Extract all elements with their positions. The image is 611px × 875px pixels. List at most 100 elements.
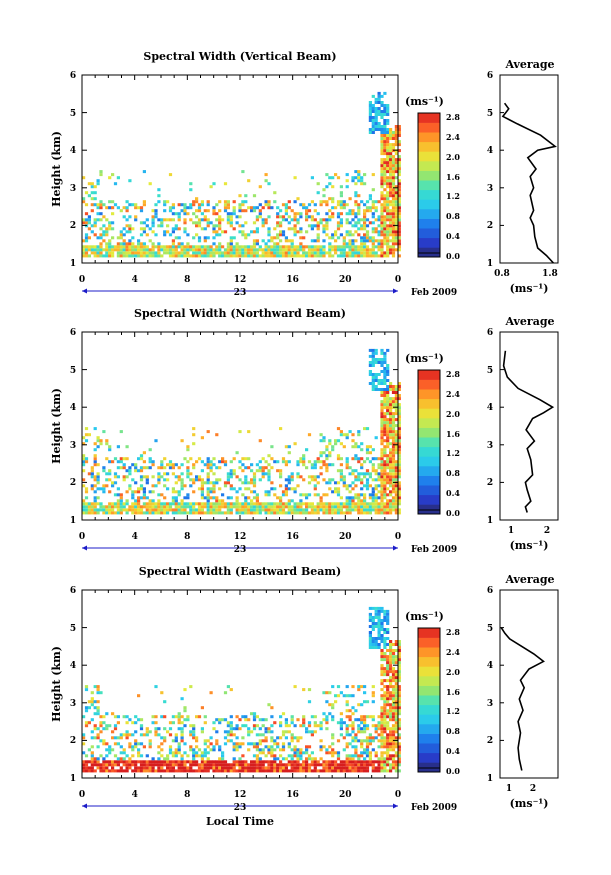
heatmap-cell xyxy=(281,457,286,461)
heatmap-cell xyxy=(206,457,210,461)
heatmap-cell xyxy=(365,727,370,731)
heatmap-cell xyxy=(229,721,233,725)
heatmap-cell xyxy=(287,724,291,728)
heatmap-cell xyxy=(96,475,100,479)
heatmap-cell xyxy=(209,469,213,473)
heatmap-cell xyxy=(360,251,364,255)
heatmap-cell xyxy=(383,475,387,479)
x-tick-label: 0 xyxy=(79,532,85,542)
heatmap-cell xyxy=(139,248,144,252)
heatmap-cell xyxy=(313,239,317,243)
heatmap-cell xyxy=(357,245,361,249)
heatmap-cell xyxy=(354,496,358,500)
heatmap-cell xyxy=(108,206,112,210)
heatmap-cell xyxy=(391,643,396,646)
heatmap-cell xyxy=(255,469,259,473)
heatmap-cell xyxy=(180,248,184,252)
heatmap-cell xyxy=(363,251,367,255)
heatmap-cell xyxy=(386,364,390,367)
heatmap-cell xyxy=(391,763,396,767)
heatmap-cell xyxy=(383,631,387,634)
heatmap-cell xyxy=(261,224,265,228)
heatmap-cell xyxy=(386,760,390,764)
heatmap-cell xyxy=(319,460,323,464)
heatmap-cell xyxy=(351,242,355,246)
heatmap-cell xyxy=(386,140,390,144)
heatmap-cell xyxy=(102,508,106,512)
heatmap-cell xyxy=(339,718,343,722)
heatmap-cell xyxy=(90,224,94,228)
heatmap-cell xyxy=(84,490,89,494)
heatmap-cell xyxy=(125,254,129,258)
heatmap-cell xyxy=(389,475,393,479)
heatmap-cell xyxy=(380,508,384,512)
heatmap-cell xyxy=(84,721,89,725)
heatmap-cell xyxy=(108,248,112,252)
heatmap-cell xyxy=(226,733,230,737)
heatmap-cell xyxy=(108,460,112,464)
heatmap-cell xyxy=(174,463,178,467)
heatmap-cell xyxy=(125,475,129,479)
heatmap-cell xyxy=(374,625,378,628)
heatmap-cell xyxy=(232,748,236,752)
heatmap-cell xyxy=(322,248,326,252)
heatmap-cell xyxy=(267,230,271,234)
heatmap-cell xyxy=(319,466,323,470)
heatmap-cell xyxy=(200,763,204,767)
heatmap-cell xyxy=(322,227,326,231)
heatmap-cell xyxy=(267,760,271,764)
heatmap-cell xyxy=(267,182,271,186)
heatmap-cell xyxy=(383,158,387,162)
heatmap-cell xyxy=(319,433,323,437)
heatmap-cell xyxy=(171,763,175,767)
heatmap-cell xyxy=(374,502,378,506)
heatmap-cell xyxy=(244,251,248,255)
heatmap-cell xyxy=(391,439,396,443)
heatmap-cell xyxy=(200,496,204,500)
heatmap-cell xyxy=(305,251,309,255)
x-tick-label: 12 xyxy=(234,275,247,285)
y-tick-label: 5 xyxy=(70,624,76,634)
heatmap-cell xyxy=(368,631,372,634)
heatmap-cell xyxy=(197,209,202,213)
heatmap-cell xyxy=(391,496,396,500)
heatmap-cell xyxy=(105,712,109,716)
heatmap-cell xyxy=(244,466,248,470)
heatmap-cell xyxy=(365,206,370,210)
heatmap-cell xyxy=(310,733,314,737)
heatmap-cell xyxy=(380,379,384,382)
colorbar-tick-label: 2.0 xyxy=(446,409,460,419)
heatmap-cell xyxy=(374,760,378,764)
heatmap-cell xyxy=(160,742,164,746)
heatmap-cell xyxy=(195,209,199,213)
heatmap-cell xyxy=(273,739,277,743)
heatmap-cell xyxy=(380,137,384,140)
heatmap-cell xyxy=(145,502,149,506)
heatmap-cell xyxy=(316,460,320,464)
heatmap-cell xyxy=(279,763,283,767)
heatmap-cell xyxy=(276,769,280,773)
y-tick-label: 1 xyxy=(70,516,76,526)
profile-line xyxy=(500,627,545,771)
heatmap-cell xyxy=(84,248,89,252)
heatmap-cell xyxy=(397,673,401,677)
heatmap-cell xyxy=(128,245,132,249)
heatmap-cell xyxy=(368,445,372,449)
heatmap-cell xyxy=(299,505,303,509)
heatmap-cell xyxy=(90,700,94,704)
heatmap-cell xyxy=(197,206,202,210)
heatmap-cell xyxy=(258,254,262,258)
heatmap-cell xyxy=(397,191,401,195)
heatmap-cell xyxy=(386,673,390,677)
heatmap-cell xyxy=(218,478,222,482)
y-tick-label: 5 xyxy=(70,109,76,119)
heatmap-cell xyxy=(134,742,138,746)
heatmap-cell xyxy=(365,200,370,204)
heatmap-cell xyxy=(90,736,94,740)
heatmap-cell xyxy=(154,511,158,515)
heatmap-cell xyxy=(354,442,358,446)
heatmap-cell xyxy=(186,445,190,449)
heatmap-cell xyxy=(377,239,381,243)
heatmap-cell xyxy=(287,481,291,485)
heatmap-cell xyxy=(397,155,401,159)
